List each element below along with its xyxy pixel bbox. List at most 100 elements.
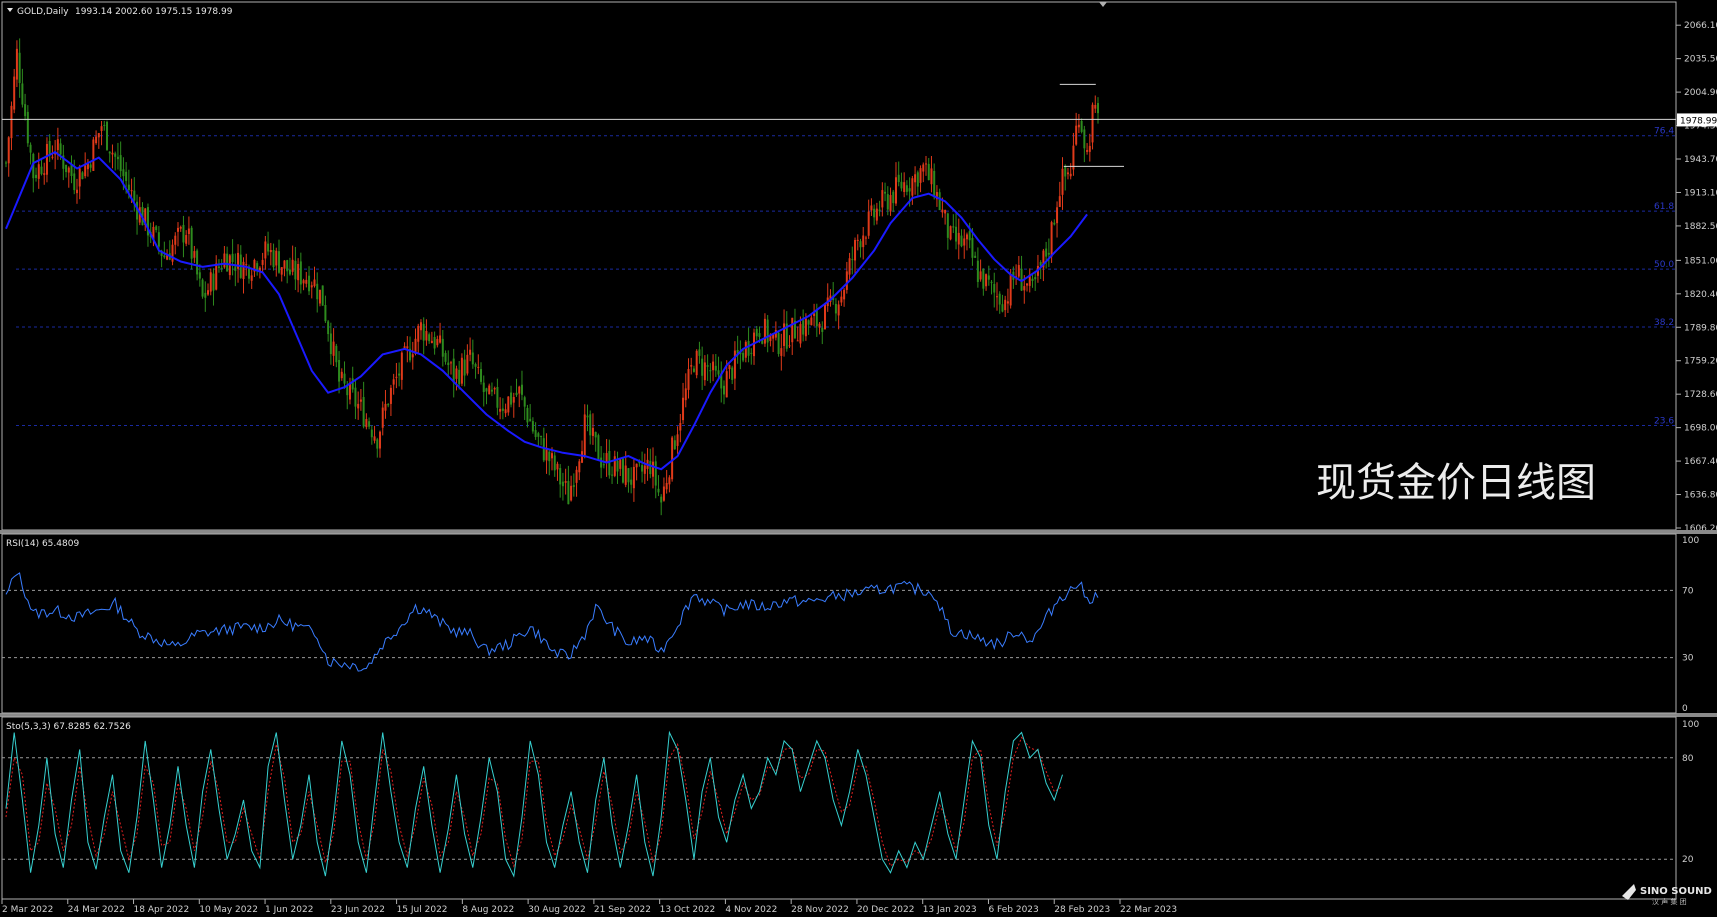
candle-body — [673, 440, 676, 450]
candle-body — [373, 436, 376, 441]
candle-body — [392, 379, 395, 385]
candle-body — [537, 433, 540, 437]
candle-body — [930, 168, 933, 185]
candle-body — [892, 191, 895, 204]
candle-body — [507, 396, 510, 413]
candle-body — [474, 364, 477, 367]
date-tick-label: 20 Dec 2022 — [857, 905, 915, 915]
candle-body — [452, 358, 455, 383]
date-tick-label: 8 Aug 2022 — [462, 905, 514, 915]
shift-marker-icon[interactable] — [1099, 2, 1107, 7]
candle-body — [968, 231, 971, 241]
candle-body — [649, 460, 652, 475]
candle-body — [886, 194, 889, 210]
candle-body — [354, 387, 357, 407]
candle-body — [769, 334, 772, 342]
candle-body — [15, 48, 18, 80]
candle-body — [103, 124, 106, 126]
fib-level-label: 76.4 — [1654, 127, 1674, 137]
candle-body — [406, 346, 409, 349]
stoch-panel[interactable] — [1, 716, 1677, 900]
sino-sound-logo: SINO SOUND 汉 声 集 团 — [1622, 884, 1712, 906]
candle-body — [780, 348, 783, 356]
logo-mark-icon — [1622, 884, 1636, 900]
candle-body — [220, 267, 223, 269]
candle-body — [54, 153, 57, 155]
candle-body — [897, 174, 900, 183]
candle-body — [417, 325, 420, 342]
candle-body — [335, 345, 338, 363]
candle-body — [671, 437, 674, 480]
candle-body — [512, 396, 515, 403]
candle-body — [952, 226, 955, 228]
candle-body — [253, 259, 256, 272]
candle-body — [635, 463, 638, 468]
panel-separator[interactable] — [0, 530, 1717, 534]
candle-body — [845, 271, 848, 290]
candle-body — [379, 431, 382, 449]
candle-body — [275, 250, 278, 266]
candle-body — [933, 170, 936, 198]
candle-body — [1086, 150, 1089, 152]
candle-body — [682, 397, 685, 421]
overlay-title: 现货金价日线图 — [1316, 460, 1596, 506]
candle-body — [106, 121, 109, 150]
candle-body — [575, 469, 578, 483]
candle-body — [810, 317, 813, 326]
candle-body — [777, 332, 780, 354]
candle-body — [619, 459, 622, 469]
candle-body — [441, 338, 444, 357]
candle-body — [116, 156, 119, 160]
candle-body — [488, 385, 491, 395]
candle-body — [529, 418, 532, 422]
candle-body — [1050, 222, 1053, 257]
candle-body — [632, 466, 635, 489]
candle-body — [927, 163, 930, 181]
candle-body — [515, 392, 518, 396]
rsi-line — [5, 572, 1099, 672]
candle-body — [111, 152, 114, 155]
candle-body — [662, 486, 665, 501]
candle-body — [136, 201, 139, 220]
candle-body — [870, 205, 873, 211]
candle-body — [357, 403, 360, 409]
candle-body — [864, 237, 867, 239]
panel-separator[interactable] — [0, 713, 1717, 717]
candle-body — [946, 213, 949, 238]
candle-body — [597, 435, 600, 460]
chevron-down-icon[interactable] — [7, 8, 13, 12]
candle-body — [125, 171, 128, 181]
candle-body — [591, 427, 594, 436]
candle-body — [471, 352, 474, 365]
candle-body — [605, 453, 608, 463]
candle-body — [570, 485, 573, 501]
candle-body — [144, 208, 147, 226]
candle-body — [256, 263, 259, 271]
candle-body — [641, 465, 644, 472]
candle-body — [368, 421, 371, 427]
candle-body — [878, 209, 881, 212]
rsi-title: RSI(14) 65.4809 — [6, 539, 79, 549]
candle-body — [18, 52, 21, 83]
candle-body — [499, 408, 502, 412]
candle-body — [856, 239, 859, 241]
candle-body — [722, 385, 725, 395]
rsi-panel[interactable] — [1, 533, 1677, 714]
price-tick-label: 2004.90 — [1684, 88, 1717, 98]
candle-body — [234, 266, 237, 271]
price-tick-label: 1913.10 — [1684, 188, 1717, 198]
candle-body — [551, 453, 553, 459]
candle-body — [602, 464, 605, 466]
candle-body — [703, 362, 706, 381]
candle-body — [758, 333, 761, 337]
candle-body — [463, 359, 466, 376]
fib-level-label: 50.0 — [1654, 260, 1674, 270]
candle-body — [793, 320, 796, 339]
candle-body — [766, 319, 769, 343]
candle-body — [695, 350, 698, 376]
candle-body — [976, 260, 979, 282]
candle-body — [291, 259, 294, 272]
candle-body — [1001, 304, 1004, 312]
date-tick-label: 10 May 2022 — [199, 905, 258, 915]
candle-body — [796, 340, 799, 342]
